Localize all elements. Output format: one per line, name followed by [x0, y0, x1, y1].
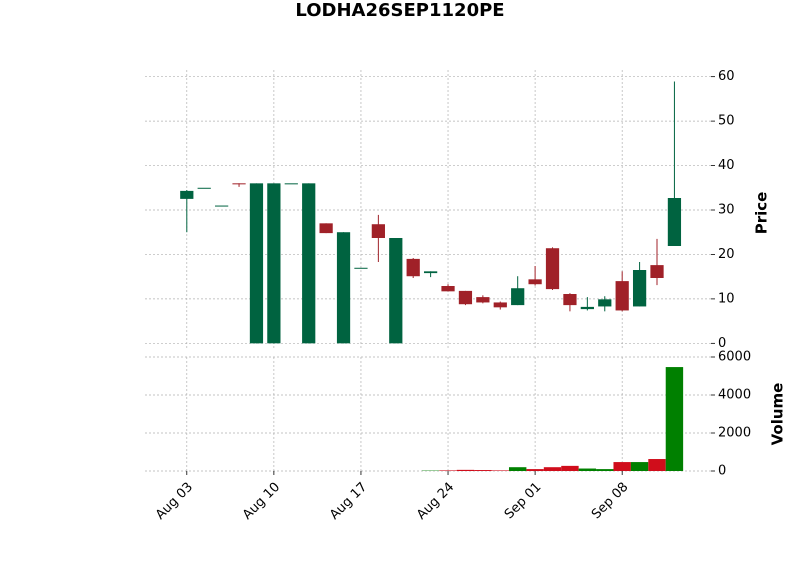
- candle-body: [406, 258, 420, 277]
- candle-body: [632, 270, 647, 307]
- y-tick-label: 60: [718, 69, 735, 84]
- candle-body: [545, 248, 560, 290]
- volume-bar: [578, 468, 597, 471]
- volume-tick-label: 4000: [718, 388, 751, 403]
- candle-body: [598, 299, 612, 307]
- candle-body: [580, 306, 594, 310]
- volume-bar: [456, 469, 475, 471]
- candle-body: [302, 183, 316, 344]
- candle-body: [267, 183, 281, 344]
- y-tick-label: 10: [718, 291, 735, 306]
- candle-body: [371, 224, 385, 238]
- candle-body: [354, 267, 368, 269]
- candle-body: [615, 281, 629, 311]
- volume-tick-label: 6000: [718, 350, 751, 365]
- x-tick-label: Aug 10: [240, 480, 283, 523]
- candle-body: [197, 187, 211, 189]
- candle-body: [493, 302, 507, 308]
- y-axis-label: Price: [753, 192, 771, 235]
- volume-bar: [491, 470, 509, 471]
- candle-body: [458, 290, 473, 305]
- volume-tick-label: 0: [718, 464, 726, 479]
- candle-body: [319, 223, 333, 234]
- candle-body: [650, 265, 664, 278]
- volume-bar: [665, 367, 684, 471]
- chart-title: LODHA26SEP1120PE: [295, 0, 504, 21]
- y-tick-label: 20: [718, 247, 735, 262]
- x-tick-label: Sep 01: [502, 480, 545, 523]
- candle-body: [249, 183, 264, 344]
- volume-bar: [561, 465, 579, 471]
- volume-bar: [596, 469, 614, 471]
- volume-bar: [474, 470, 492, 471]
- candle-body: [528, 279, 542, 285]
- volume-bar: [630, 462, 649, 471]
- volume-bar: [543, 467, 562, 471]
- y-tick-label: 50: [718, 114, 735, 129]
- volume-bar: [439, 470, 457, 471]
- candle-body: [423, 271, 438, 274]
- candle-body: [563, 294, 577, 306]
- y-tick-label: 30: [718, 203, 735, 218]
- y-tick-label: 0: [718, 336, 726, 351]
- x-tick-label: Sep 08: [589, 480, 632, 523]
- candle-body: [215, 205, 229, 207]
- volume-bar: [648, 459, 666, 471]
- volume-bar: [508, 467, 527, 471]
- volume-bar: [526, 469, 544, 471]
- x-tick-label: Aug 17: [327, 480, 370, 523]
- volume-bar: [613, 462, 631, 471]
- volume-axis-label: Volume: [769, 383, 787, 446]
- candle-body: [336, 232, 351, 344]
- y-tick-label: 40: [718, 158, 735, 173]
- candle-body: [476, 297, 490, 303]
- candle-body: [441, 286, 455, 292]
- candle-body: [511, 288, 525, 306]
- x-tick-label: Aug 24: [414, 480, 457, 523]
- candle-body: [667, 198, 682, 246]
- candle-body: [284, 183, 298, 185]
- candle-body: [389, 238, 403, 344]
- volume-tick-label: 2000: [718, 426, 751, 441]
- x-tick-label: Aug 03: [153, 480, 196, 523]
- candle-body: [232, 183, 246, 185]
- candle-body: [180, 190, 194, 199]
